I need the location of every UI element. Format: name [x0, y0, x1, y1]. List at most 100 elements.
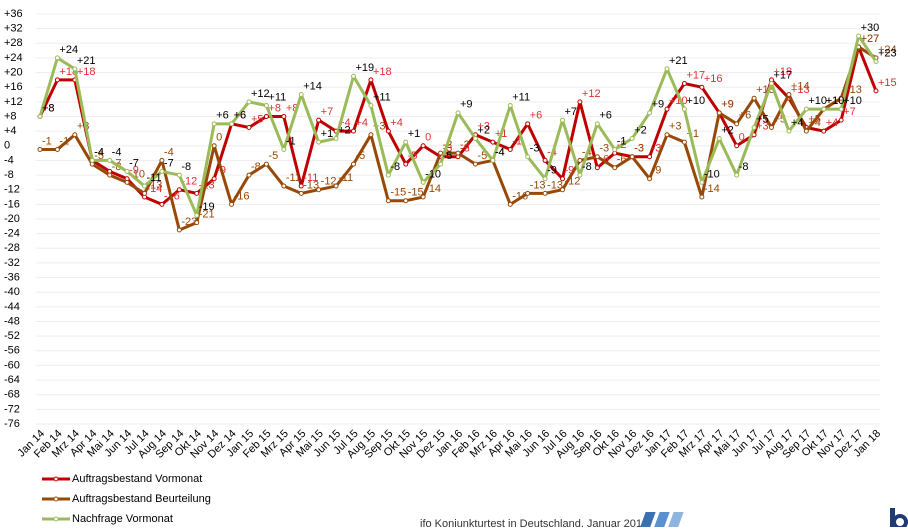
point: [681, 81, 687, 87]
data-label: -5: [94, 150, 104, 162]
data-label: +13: [791, 84, 810, 96]
data-label: +4: [338, 117, 351, 129]
point: [107, 172, 113, 178]
logo: [640, 508, 908, 530]
y-tick-label: -68: [4, 389, 20, 401]
point: [333, 183, 339, 189]
data-label: -2: [460, 139, 470, 151]
point: [821, 106, 827, 112]
data-label: +11: [373, 91, 391, 103]
point: [159, 157, 165, 163]
y-tick-label: +28: [4, 37, 23, 49]
point: [281, 146, 287, 152]
point: [873, 59, 879, 65]
y-tick-label: -24: [4, 228, 20, 240]
data-label: -3: [634, 143, 644, 155]
y-tick-label: -36: [4, 271, 20, 283]
point: [159, 168, 165, 174]
data-label: -1: [617, 135, 627, 147]
series-line: [38, 34, 878, 217]
data-label: +3: [756, 121, 769, 133]
data-label: +30: [861, 22, 880, 34]
point: [594, 121, 600, 127]
point: [229, 201, 235, 207]
data-label: +2: [721, 124, 734, 136]
point: [664, 132, 670, 138]
data-label: +10: [843, 95, 862, 107]
point: [629, 154, 635, 160]
point: [734, 172, 740, 178]
legend-marker: [53, 496, 59, 502]
point: [786, 128, 792, 134]
data-label: +6: [234, 110, 247, 122]
point: [281, 114, 287, 119]
data-label: +24: [878, 44, 897, 56]
data-label: -16: [234, 190, 250, 202]
point: [577, 99, 583, 105]
data-label: -9: [129, 165, 139, 177]
point: [37, 146, 43, 152]
data-label: -5: [356, 150, 366, 162]
point: [316, 187, 322, 193]
point: [211, 143, 217, 149]
point: [351, 161, 356, 167]
point: [420, 194, 426, 200]
point: [786, 92, 792, 98]
point: [263, 114, 269, 119]
legend-marker: [53, 476, 59, 482]
data-label: +3: [669, 121, 682, 133]
data-label: -16: [512, 190, 528, 202]
point: [507, 201, 513, 207]
y-tick-label: +12: [4, 96, 23, 108]
data-label: +4: [356, 117, 369, 129]
data-label: +4: [390, 117, 403, 129]
data-label: -15: [408, 187, 424, 199]
legend-label: Auftragsbestand Beurteilung: [72, 493, 211, 505]
data-label: -4: [495, 146, 505, 158]
data-label: -5: [443, 150, 453, 162]
point: [769, 124, 774, 130]
point: [385, 128, 391, 134]
point: [716, 135, 722, 141]
data-label: -11: [303, 172, 318, 184]
data-label: -8: [739, 161, 749, 173]
point: [681, 106, 687, 112]
point: [629, 135, 635, 141]
data-label: -10: [425, 168, 441, 180]
source: ifo Konjunkturtest in Deutschland, Janua…: [420, 518, 648, 527]
data-label: +2: [338, 124, 351, 136]
data-label: +6: [599, 110, 612, 122]
y-tick-label: -8: [4, 169, 14, 181]
point: [803, 106, 809, 112]
data-label: -10: [704, 168, 720, 180]
y-tick-label: -32: [4, 257, 20, 269]
series-line: [38, 45, 878, 206]
point: [525, 154, 531, 160]
point: [246, 172, 252, 178]
point: [124, 179, 130, 185]
point: [54, 55, 60, 61]
point: [54, 146, 60, 152]
point: [699, 179, 705, 185]
data-label: -1: [286, 135, 296, 147]
point: [594, 154, 600, 160]
data-label: +24: [59, 44, 78, 56]
point: [490, 157, 496, 163]
data-label: -3: [599, 143, 609, 155]
data-label: -4: [94, 146, 104, 158]
data-label: +9: [460, 99, 473, 111]
data-label: -4: [495, 146, 505, 158]
point: [542, 176, 548, 182]
point: [368, 103, 374, 109]
point: [316, 117, 322, 123]
data-label: +6: [739, 110, 752, 122]
point: [351, 128, 356, 134]
data-label: +18: [774, 66, 793, 78]
data-label: +12: [251, 88, 270, 100]
data-label: -9: [652, 165, 662, 177]
point: [542, 190, 548, 196]
data-label: +16: [704, 73, 723, 85]
data-label: -8: [112, 161, 122, 173]
point: [472, 161, 478, 167]
point: [734, 121, 740, 127]
